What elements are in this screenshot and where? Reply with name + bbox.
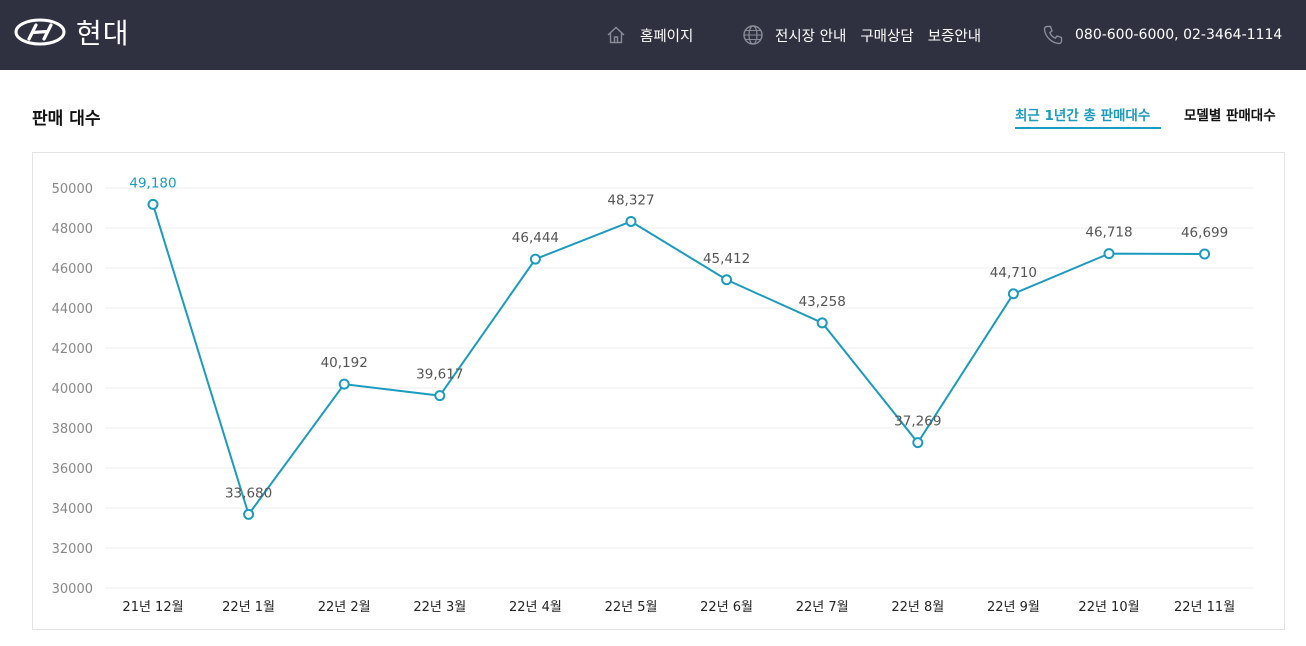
x-tick-label: 22년 3월 — [413, 600, 466, 615]
y-tick-label: 46000 — [52, 262, 93, 277]
sales-line-chart: 30000 32000 34000 36000 38000 40000 42000 44000… — [52, 175, 1253, 615]
data-point[interactable] — [1007, 288, 1019, 300]
data-label: 49,180 — [129, 175, 176, 191]
tab-active-indicator — [1015, 127, 1161, 129]
nav-home-link[interactable]: 홈페이지 — [640, 28, 694, 45]
home-nav[interactable]: 홈페이지 — [606, 0, 693, 70]
x-tick-label: 22년 5월 — [605, 600, 658, 615]
data-label: 39,617 — [416, 367, 463, 383]
nav-purchase-link[interactable]: 구매상담 — [860, 28, 914, 45]
tab-yearly-total[interactable]: 최근 1년간 총 판매대수 — [1015, 108, 1151, 124]
x-tick-label: 22년 2월 — [318, 600, 371, 615]
data-label: 45,412 — [703, 251, 750, 267]
data-label: 46,718 — [1085, 225, 1132, 241]
x-tick-label: 22년 11월 — [1174, 600, 1235, 615]
tab-by-model[interactable]: 모델별 판매대수 — [1184, 108, 1276, 124]
x-tick-label: 22년 1월 — [222, 600, 275, 615]
data-point[interactable] — [243, 508, 255, 520]
y-tick-label: 48000 — [52, 222, 93, 237]
globe-icon — [743, 25, 763, 45]
y-tick-label: 32000 — [52, 542, 93, 557]
x-tick-label: 22년 9월 — [987, 600, 1040, 615]
data-label: 33,680 — [225, 485, 272, 501]
y-tick-label: 40000 — [52, 382, 93, 397]
data-point[interactable] — [816, 317, 828, 329]
x-tick-label: 22년 10월 — [1078, 600, 1139, 615]
brand-name: 현대 — [76, 17, 130, 50]
x-tick-label: 22년 4월 — [509, 600, 562, 615]
y-tick-label: 50000 — [52, 182, 93, 197]
y-tick-label: 36000 — [52, 462, 93, 477]
series-line — [152, 204, 1205, 517]
x-tick-label: 22년 8월 — [891, 600, 944, 615]
data-point[interactable] — [529, 253, 541, 265]
y-tick-label: 44000 — [52, 302, 93, 317]
x-tick-label: 22년 6월 — [700, 600, 753, 615]
y-tick-label: 30000 — [52, 582, 93, 597]
data-point[interactable] — [625, 215, 637, 227]
data-point[interactable] — [434, 390, 446, 402]
nav-warranty-link[interactable]: 보증안내 — [927, 28, 982, 45]
home-icon — [607, 26, 625, 44]
data-label: 46,444 — [512, 230, 559, 246]
x-tick-label: 21년 12월 — [122, 600, 183, 615]
dealer-nav: 전시장 안내 구매상담 보증안내 — [742, 0, 981, 70]
hyundai-logo-icon — [14, 18, 66, 46]
data-point[interactable] — [912, 437, 924, 449]
y-tick-label: 34000 — [52, 502, 93, 517]
data-point[interactable] — [147, 198, 159, 210]
data-label: 37,269 — [894, 414, 941, 430]
y-tick-label: 42000 — [52, 342, 93, 357]
data-point[interactable] — [338, 378, 350, 390]
data-label: 40,192 — [321, 355, 368, 371]
data-label: 44,710 — [990, 265, 1037, 281]
sales-chart-container: 30000 32000 34000 36000 38000 40000 42000 44000… — [32, 152, 1285, 630]
hyundai-logo[interactable] — [14, 17, 66, 47]
x-tick-label: 22년 7월 — [796, 600, 849, 615]
page-title: 판매 대수 — [32, 109, 101, 129]
phone-number: 080-600-6000, 02-3464-1114 — [1075, 27, 1283, 43]
phone-icon — [1043, 25, 1063, 45]
phone-nav: 080-600-6000, 02-3464-1114 — [1042, 0, 1282, 70]
data-point[interactable] — [721, 274, 733, 286]
data-point[interactable] — [1199, 248, 1211, 260]
y-tick-label: 38000 — [52, 422, 93, 437]
data-label: 48,327 — [607, 192, 654, 208]
nav-showroom-link[interactable]: 전시장 안내 — [775, 28, 847, 45]
top-navigation-bar: 현대 홈페이지 전시장 안내 구매상담 보증안내 080-600-6000, 0… — [0, 0, 1306, 70]
data-label: 46,699 — [1181, 225, 1228, 241]
data-point[interactable] — [1103, 248, 1115, 260]
data-label: 43,258 — [799, 294, 846, 310]
